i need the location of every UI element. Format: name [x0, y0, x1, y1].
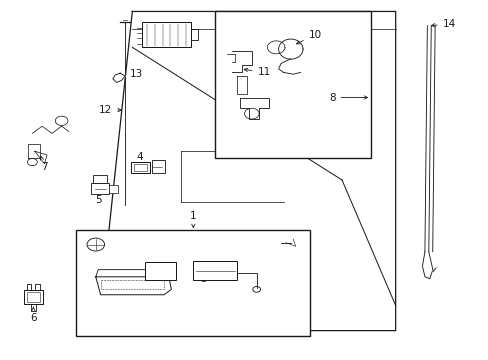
- Text: 6: 6: [30, 307, 37, 323]
- Text: 5: 5: [95, 187, 102, 205]
- Bar: [24, 290, 42, 304]
- Bar: [142, 22, 190, 47]
- Bar: [109, 185, 118, 193]
- Bar: [27, 292, 40, 302]
- Polygon shape: [113, 73, 125, 82]
- Bar: [215, 12, 370, 158]
- Text: 1: 1: [190, 211, 196, 228]
- Text: 4: 4: [136, 152, 142, 167]
- Bar: [131, 162, 150, 173]
- Bar: [93, 175, 107, 183]
- Text: 7: 7: [41, 157, 48, 172]
- Bar: [76, 230, 310, 336]
- Text: 2: 2: [146, 268, 152, 284]
- Text: 9: 9: [150, 24, 162, 40]
- Text: 8: 8: [328, 93, 367, 103]
- Text: 14: 14: [430, 19, 455, 29]
- Text: 11: 11: [244, 67, 270, 77]
- Polygon shape: [96, 277, 171, 295]
- Bar: [193, 261, 237, 280]
- Bar: [91, 183, 109, 194]
- Text: 3: 3: [199, 268, 206, 284]
- Bar: [152, 160, 164, 173]
- Text: 10: 10: [296, 30, 321, 44]
- Text: 12: 12: [99, 105, 121, 115]
- Bar: [144, 262, 176, 280]
- Text: 13: 13: [120, 69, 142, 79]
- Bar: [134, 164, 147, 171]
